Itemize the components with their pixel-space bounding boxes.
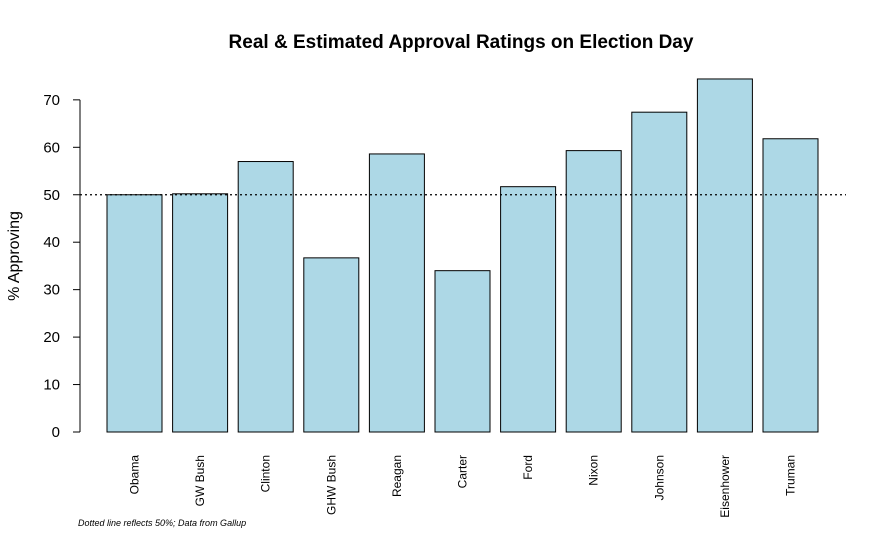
bar-reagan (368, 153, 425, 433)
x-tick-label: Obama (128, 455, 142, 495)
x-tick-label: Eisenhower (718, 455, 732, 518)
x-tick-label: GW Bush (193, 455, 207, 506)
bar-ford (500, 186, 557, 433)
footnote: Dotted line reflects 50%; Data from Gall… (78, 518, 246, 528)
x-tick-label: Johnson (652, 455, 666, 500)
x-tick-label: Nixon (587, 455, 601, 486)
y-axis: 0 10 20 30 40 50 60 70 (43, 92, 81, 441)
bar-truman (762, 138, 819, 433)
y-tick-label: 50 (43, 187, 60, 204)
bar-clinton (237, 161, 294, 433)
bar-nixon (565, 150, 622, 433)
y-tick-label: 20 (43, 329, 60, 346)
y-tick-label: 10 (43, 377, 60, 394)
y-tick-label: 40 (43, 234, 60, 251)
bar-obama (106, 194, 163, 433)
bar-ghw-bush (303, 257, 360, 433)
y-tick-label: 70 (43, 92, 60, 109)
x-tick-label: Ford (521, 455, 535, 480)
y-tick-label: 30 (43, 282, 60, 299)
bar-johnson (631, 111, 688, 433)
y-tick-label: 0 (52, 424, 60, 441)
bar-eisenhower (696, 78, 753, 433)
x-tick-label: Reagan (390, 455, 404, 497)
x-tick-label: Clinton (259, 455, 273, 492)
bar-gw-bush (172, 193, 229, 433)
y-tick-label: 60 (43, 139, 60, 156)
bars (106, 78, 819, 433)
x-tick-label: Truman (784, 455, 798, 496)
x-tick-label: Carter (456, 455, 470, 488)
chart-title: Real & Estimated Approval Ratings on Ele… (229, 32, 694, 53)
y-axis-label: % Approving (6, 211, 23, 301)
x-tick-label: GHW Bush (324, 455, 338, 515)
bar-carter (434, 270, 491, 433)
x-axis-labels: Obama GW Bush Clinton GHW Bush Reagan Carter F… (128, 455, 798, 518)
